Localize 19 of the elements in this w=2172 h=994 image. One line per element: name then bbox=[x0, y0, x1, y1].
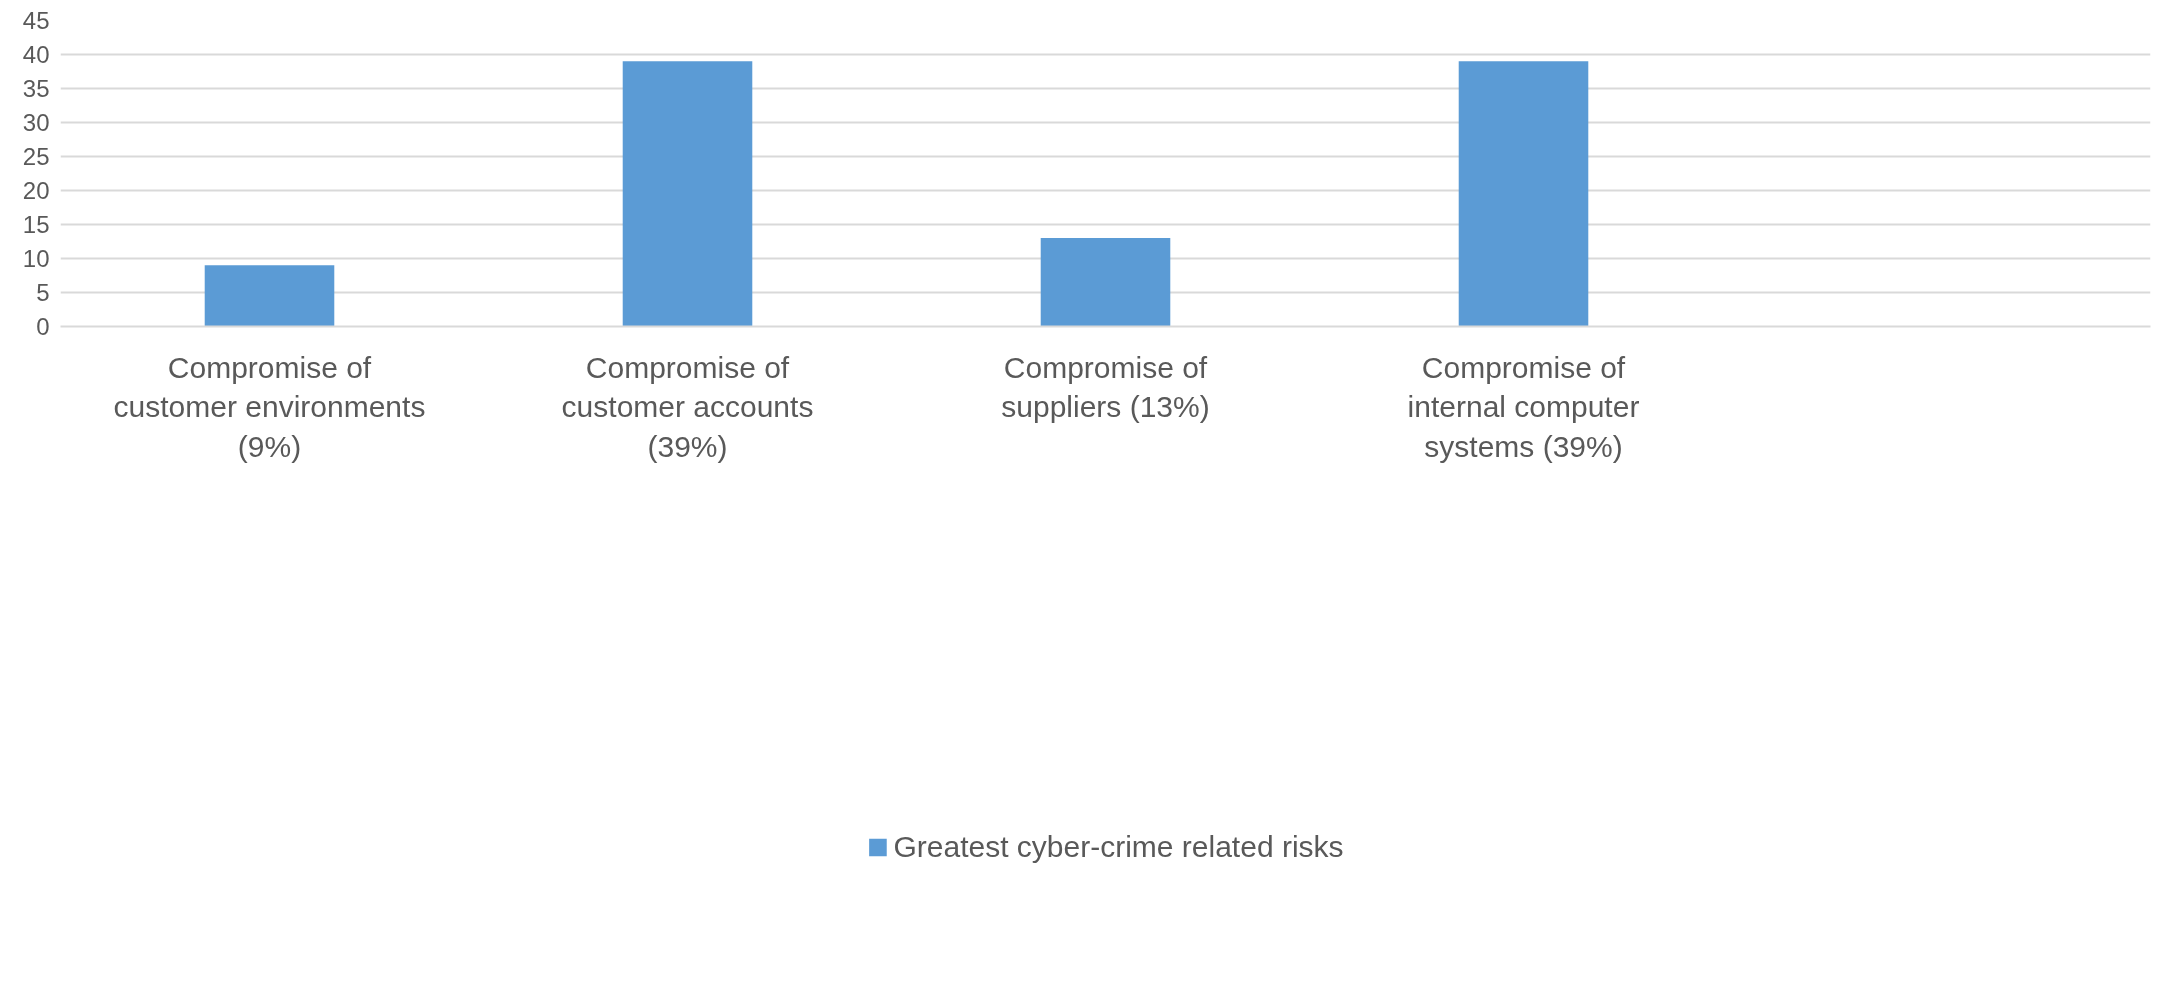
x-tick-label: Compromise of suppliers (13%) bbox=[1001, 350, 1210, 424]
legend-label: Greatest cyber-crime related risks bbox=[893, 829, 1344, 864]
y-tick-label: 5 bbox=[36, 279, 50, 306]
bar bbox=[1040, 238, 1171, 327]
x-tick-label: Compromise of internal computer systems (39%) bbox=[1407, 350, 1640, 463]
x-tick-label: Compromise of customer accounts (39%) bbox=[561, 350, 814, 463]
x-tick-label: Compromise of customer environments (9%) bbox=[113, 350, 426, 463]
bar bbox=[1458, 61, 1589, 327]
bar bbox=[622, 61, 753, 327]
y-tick-label: 30 bbox=[22, 109, 50, 136]
y-tick-label: 45 bbox=[22, 7, 50, 34]
y-tick-label: 0 bbox=[36, 313, 50, 340]
y-tick-label: 15 bbox=[22, 211, 50, 238]
y-tick-label: 25 bbox=[22, 143, 50, 170]
y-tick-label: 40 bbox=[22, 41, 50, 68]
y-tick-label: 10 bbox=[22, 245, 50, 272]
y-tick-label: 20 bbox=[22, 177, 50, 204]
bar bbox=[204, 265, 335, 327]
y-tick-label: 35 bbox=[22, 75, 50, 102]
